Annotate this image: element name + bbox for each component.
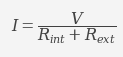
Text: $I = \dfrac{V}{R_{int} + R_{ext}}$: $I = \dfrac{V}{R_{int} + R_{ext}}$	[11, 10, 117, 45]
